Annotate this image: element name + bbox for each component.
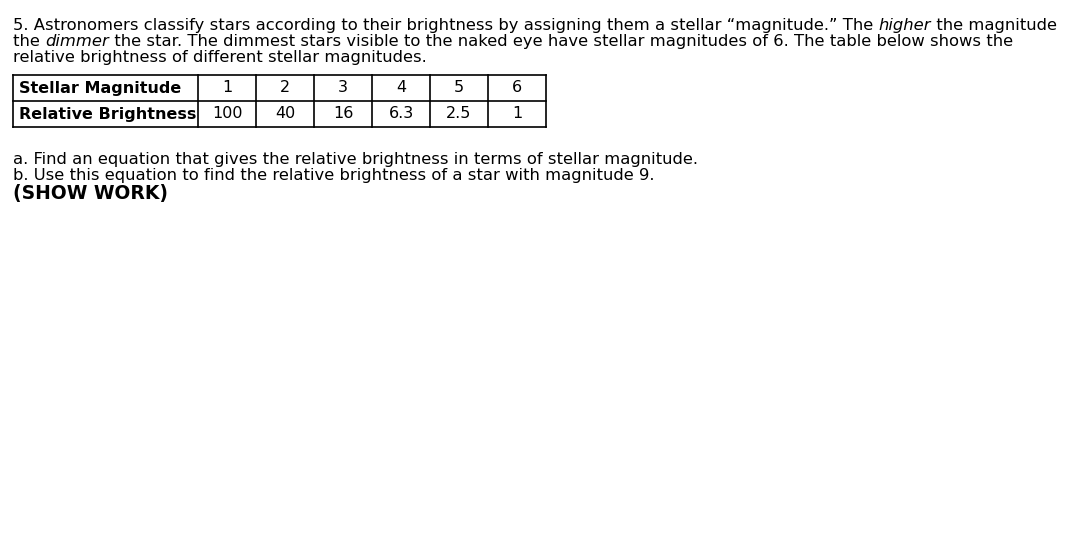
Text: 5. Astronomers classify stars according to their brightness by assigning them a : 5. Astronomers classify stars according … [13,18,879,33]
Text: 16: 16 [333,106,353,122]
Text: relative brightness of different stellar magnitudes.: relative brightness of different stellar… [13,50,426,65]
Text: 5: 5 [454,80,464,96]
Text: 6.3: 6.3 [388,106,413,122]
Text: 2: 2 [280,80,290,96]
Text: the star. The dimmest stars visible to the naked eye have stellar magnitudes of : the star. The dimmest stars visible to t… [109,34,1013,49]
Text: (SHOW WORK): (SHOW WORK) [13,184,168,203]
Text: 2.5: 2.5 [446,106,472,122]
Text: the magnitude: the magnitude [931,18,1057,33]
Text: a. Find an equation that gives the relative brightness in terms of stellar magni: a. Find an equation that gives the relat… [13,152,698,167]
Text: Stellar Magnitude: Stellar Magnitude [19,80,182,96]
Text: higher: higher [879,18,931,33]
Text: 6: 6 [512,80,522,96]
Text: 4: 4 [396,80,406,96]
Text: 1: 1 [512,106,523,122]
Text: dimmer: dimmer [45,34,109,49]
Text: Relative Brightness: Relative Brightness [19,106,196,122]
Text: 100: 100 [212,106,242,122]
Text: the: the [13,34,45,49]
Text: b. Use this equation to find the relative brightness of a star with magnitude 9.: b. Use this equation to find the relativ… [13,168,655,183]
Text: 3: 3 [338,80,348,96]
Text: 40: 40 [275,106,295,122]
Text: 1: 1 [222,80,233,96]
